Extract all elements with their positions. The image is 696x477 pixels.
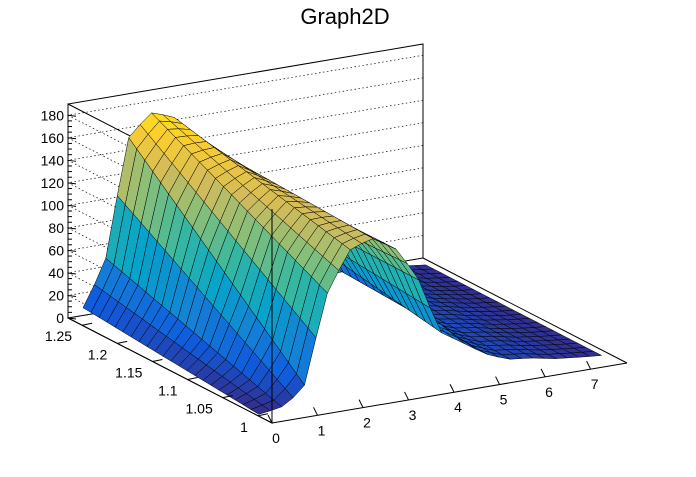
- x-tick-label: 5: [500, 392, 508, 408]
- z-major-tick: [67, 204, 77, 207]
- z-major-tick: [67, 227, 77, 230]
- y-tick-label: 1: [240, 419, 248, 435]
- x-tick-label: 0: [272, 430, 280, 446]
- y-major-tick: [187, 377, 198, 381]
- surface-cell: [250, 404, 271, 415]
- y-major-tick: [117, 340, 128, 344]
- z-major-tick: [67, 137, 77, 140]
- z-tick-label: 120: [41, 175, 65, 191]
- z-tick-label: 100: [41, 197, 65, 213]
- x-tick-label: 4: [454, 399, 462, 415]
- y-axis: 1 1.05 1.1 1.15 1.2 1.25: [45, 317, 273, 435]
- y-tick-label: 1.05: [186, 401, 213, 417]
- x-tick-label: 6: [545, 384, 553, 400]
- x-major-tick: [540, 368, 546, 378]
- x-tick-label: 1: [318, 422, 326, 438]
- x-axis: 0 1 2 3 4 5 6 7: [267, 360, 628, 446]
- y-major-tick: [257, 413, 269, 417]
- y-axis-line: [67, 317, 273, 424]
- y-major-tick: [81, 322, 93, 326]
- x-major-tick: [586, 360, 592, 370]
- y-major-tick: [152, 358, 163, 362]
- x-tick-label: 7: [591, 376, 599, 392]
- z-major-tick: [67, 114, 77, 117]
- z-tick-label: 40: [48, 265, 64, 281]
- x-axis-line: [271, 362, 628, 424]
- y-tick-label: 1.2: [88, 346, 108, 362]
- x-major-tick: [313, 407, 318, 416]
- x-tick-label: 2: [363, 415, 371, 431]
- x-major-tick: [267, 414, 273, 424]
- y-tick-label: 1.1: [158, 383, 178, 399]
- z-major-tick: [67, 159, 77, 162]
- z-tick-label: 180: [41, 107, 65, 123]
- x-major-tick: [358, 399, 364, 408]
- chart-title: Graph2D: [300, 4, 389, 29]
- z-axis: 0 20 40 60 80 100 120 140 160 180: [41, 104, 77, 326]
- z-major-tick: [67, 182, 77, 185]
- z-major-tick: [67, 249, 77, 252]
- x-tick-label: 3: [409, 407, 417, 423]
- z-tick-label: 80: [48, 220, 64, 236]
- z-major-tick: [67, 294, 77, 297]
- y-tick-label: 1.25: [45, 328, 72, 344]
- y-tick-label: 1.15: [115, 364, 142, 380]
- surface-mesh: [82, 112, 603, 415]
- x-major-tick: [449, 384, 455, 393]
- z-tick-label: 160: [41, 130, 65, 146]
- z-major-tick: [67, 272, 77, 275]
- z-tick-label: 20: [48, 287, 64, 303]
- y-major-tick: [222, 395, 233, 399]
- x-major-tick: [404, 391, 409, 401]
- x-major-tick: [495, 376, 501, 385]
- base-right-edge: [422, 257, 628, 364]
- z-tick-label: 0: [56, 310, 64, 326]
- z-tick-label: 60: [48, 242, 64, 258]
- z-tick-label: 140: [41, 152, 65, 168]
